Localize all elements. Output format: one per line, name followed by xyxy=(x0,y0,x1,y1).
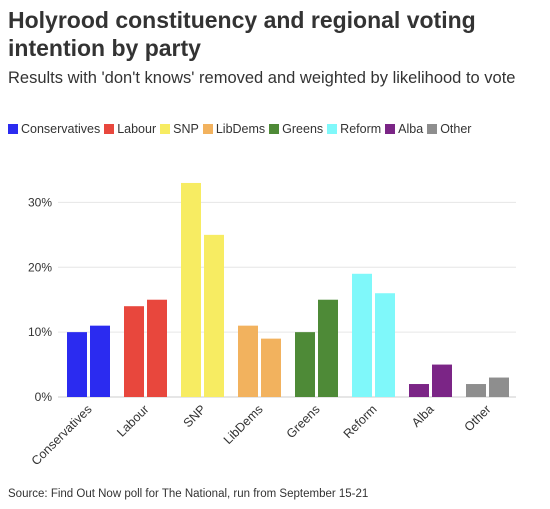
bar-conservatives-2 xyxy=(90,325,110,397)
legend-swatch xyxy=(327,124,338,134)
legend-item-labour: Labour xyxy=(104,122,156,136)
legend-label: Greens xyxy=(282,122,324,136)
legend: Conservatives Labour SNP LibDems Greens Refor… xyxy=(8,121,475,137)
bar-snp-2 xyxy=(204,234,224,397)
x-tick-label: Conservatives xyxy=(29,402,95,468)
x-tick-label: Alba xyxy=(409,402,437,430)
x-tick-label: Other xyxy=(462,402,494,434)
bar-chart: 0% 10% 20% 30% Conservatives Labour SNP LibDems… xyxy=(28,182,516,468)
legend-label: Other xyxy=(440,122,472,136)
chart-title: Holyrood constituency and regional votin… xyxy=(8,7,476,61)
source-note: Source: Find Out Now poll for The Nation… xyxy=(8,488,369,500)
chart-subtitle: Results with 'don't knows' removed and w… xyxy=(8,69,516,87)
bar-libdems-1 xyxy=(238,325,258,397)
bar-labour-2 xyxy=(147,299,167,397)
bar-reform-1 xyxy=(352,273,372,397)
legend-label: Labour xyxy=(117,122,157,136)
legend-label: Conservatives xyxy=(21,122,101,136)
legend-swatch xyxy=(160,124,171,134)
bar-greens-1 xyxy=(295,332,315,397)
legend-label: Alba xyxy=(398,122,424,136)
legend-swatch xyxy=(104,124,115,134)
x-tick-label: Labour xyxy=(114,402,151,439)
legend-label: LibDems xyxy=(215,122,266,136)
y-tick-label: 20% xyxy=(28,260,52,274)
bar-snp-1 xyxy=(181,182,201,397)
legend-item-other: Other xyxy=(427,122,471,136)
legend-item-greens: Greens xyxy=(269,122,323,136)
legend-swatch xyxy=(202,124,213,134)
bar-reform-2 xyxy=(375,293,395,397)
bar-other-1 xyxy=(466,384,486,397)
bar-alba-1 xyxy=(409,384,429,397)
legend-swatch xyxy=(8,124,18,134)
legend-item-reform: Reform xyxy=(327,122,381,136)
bar-other-2 xyxy=(489,377,509,397)
x-tick-label: SNP xyxy=(181,402,209,430)
bar-greens-2 xyxy=(318,299,338,397)
y-tick-label: 0% xyxy=(35,390,53,404)
legend-swatch xyxy=(427,124,438,134)
y-tick-label: 30% xyxy=(28,195,52,209)
x-tick-label: Reform xyxy=(341,402,380,441)
bar-libdems-2 xyxy=(261,338,281,397)
legend-item-libdems: LibDems xyxy=(202,122,266,136)
x-tick-label: Greens xyxy=(284,402,323,441)
bar-labour-1 xyxy=(124,306,144,397)
bar-conservatives-1 xyxy=(67,332,87,397)
legend-swatch xyxy=(385,124,396,134)
legend-label: SNP xyxy=(173,122,199,136)
x-tick-label: LibDems xyxy=(221,402,266,447)
legend-label: Reform xyxy=(340,122,382,136)
legend-item-snp: SNP xyxy=(160,122,199,136)
bar-alba-2 xyxy=(432,364,452,397)
legend-swatch xyxy=(269,124,280,134)
legend-item-alba: Alba xyxy=(385,122,423,136)
legend-item-conservatives: Conservatives xyxy=(8,122,100,136)
y-tick-label: 10% xyxy=(28,325,52,339)
